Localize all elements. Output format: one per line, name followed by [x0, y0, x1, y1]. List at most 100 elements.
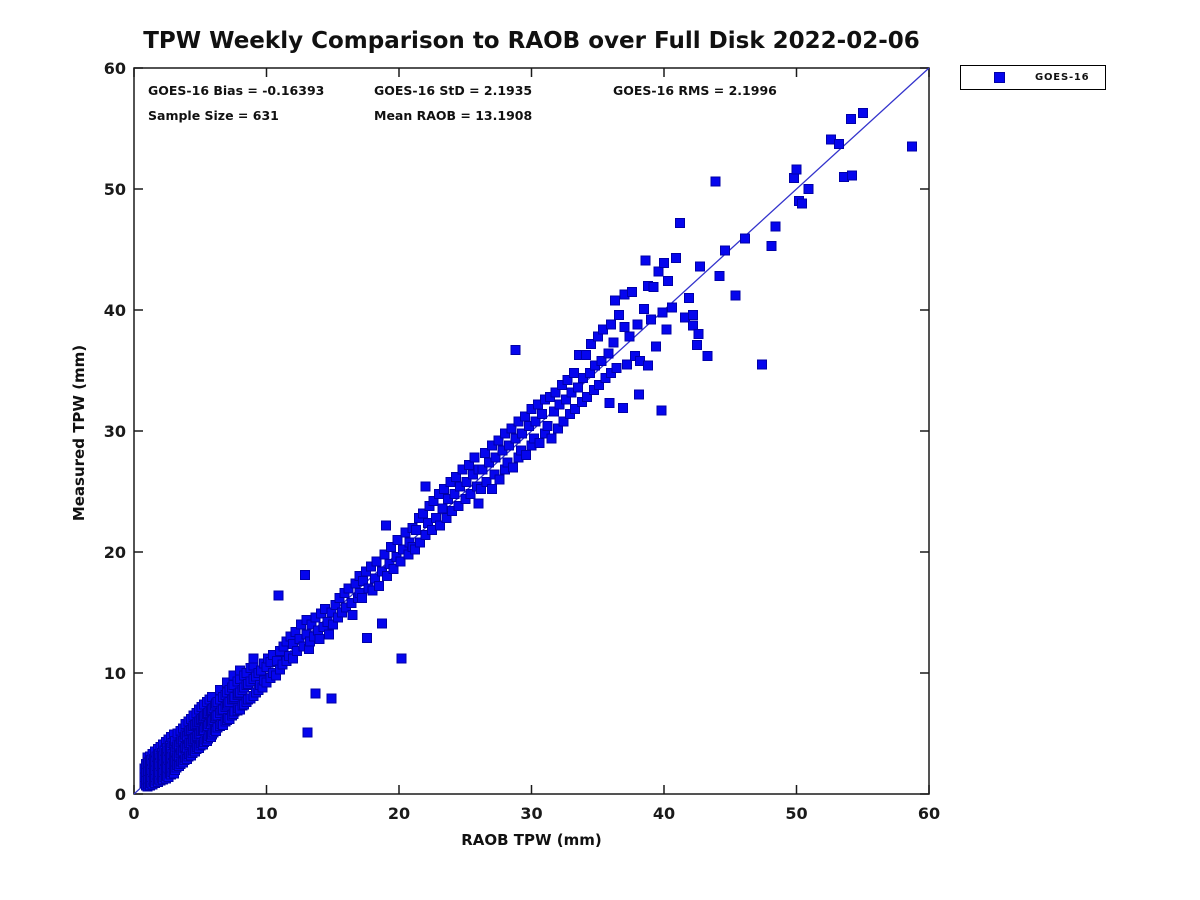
scatter-point	[796, 198, 807, 209]
scatter-point	[449, 488, 460, 499]
scatter-point	[503, 440, 514, 451]
scatter-point	[326, 693, 337, 704]
scatter-point	[645, 314, 656, 325]
scatter-point	[310, 688, 321, 699]
scatter-point	[653, 266, 664, 277]
y-axis-label: Measured TPW (mm)	[70, 344, 88, 522]
x-tick-label: 0	[128, 804, 139, 823]
scatter-point	[358, 576, 369, 587]
scatter-point	[411, 525, 422, 536]
scatter-point	[420, 481, 431, 492]
scatter-point	[661, 324, 672, 335]
stat-rms: GOES-16 RMS = 2.1996	[613, 83, 777, 98]
stat-sample-size: Sample Size = 631	[148, 108, 279, 123]
scatter-point	[560, 394, 571, 405]
scatter-point	[662, 275, 673, 286]
scatter-point	[692, 340, 703, 351]
scatter-point	[388, 563, 399, 574]
x-tick-label: 40	[653, 804, 675, 823]
scatter-point	[656, 405, 667, 416]
scatter-point	[396, 653, 407, 664]
legend-label: GOES-16	[1035, 72, 1090, 83]
scatter-point	[380, 520, 391, 531]
y-tick-label: 0	[115, 785, 126, 804]
scatter-point	[546, 433, 557, 444]
scatter-point	[356, 592, 367, 603]
x-tick-label: 20	[388, 804, 410, 823]
y-tick-label: 20	[104, 543, 126, 562]
scatter-point	[606, 319, 616, 330]
scatter-point	[670, 252, 681, 263]
y-tick-label: 10	[104, 664, 126, 683]
scatter-point	[617, 403, 628, 414]
scatter-point	[608, 337, 619, 348]
scatter-point	[550, 387, 561, 398]
scatter-point	[392, 534, 403, 545]
scatter-point	[480, 447, 491, 458]
legend-square-marker-icon	[994, 72, 1005, 83]
scatter-point	[688, 309, 699, 320]
scatter-point	[619, 321, 630, 332]
scatter-point	[374, 580, 385, 591]
stat-mean-raob: Mean RAOB = 13.1908	[374, 108, 533, 123]
scatter-point	[639, 303, 650, 314]
scatter-point	[632, 319, 643, 330]
scatter-point	[493, 435, 504, 446]
scatter-point	[376, 618, 387, 629]
scatter-point	[437, 503, 448, 514]
scatter-point	[684, 292, 695, 303]
scatter-point	[847, 170, 858, 181]
scatter-point	[757, 359, 768, 370]
scatter-point	[604, 398, 615, 409]
y-tick-label: 60	[104, 59, 126, 78]
scatter-point	[766, 240, 777, 251]
scatter-point	[624, 331, 635, 342]
scatter-point	[323, 629, 334, 640]
scatter-point	[417, 508, 428, 519]
scatter-point	[710, 176, 721, 187]
scatter-point	[570, 404, 581, 415]
scatter-point	[627, 286, 638, 297]
scatter-point	[490, 452, 501, 463]
scatter-point	[694, 261, 705, 272]
x-tick-label: 50	[785, 804, 807, 823]
scatter-point	[302, 727, 313, 738]
scatter-point	[469, 452, 480, 463]
scatter-point	[651, 341, 662, 352]
scatter-point	[633, 389, 644, 400]
scatter-point	[439, 484, 450, 495]
scatter-point	[465, 488, 476, 499]
scatter-point	[586, 338, 597, 349]
scatter-point	[347, 609, 358, 620]
scatter-point	[362, 632, 373, 643]
scatter-point	[568, 367, 579, 378]
scatter-point	[248, 653, 259, 664]
scatter-point	[613, 309, 624, 320]
scatter-point	[666, 302, 677, 313]
scatter-point	[519, 411, 530, 422]
scatter-point	[580, 349, 591, 360]
scatter-point	[273, 590, 284, 601]
scatter-point	[558, 416, 569, 427]
scatter-point	[510, 344, 521, 355]
scatter-point	[521, 450, 532, 461]
scatter-point	[739, 233, 750, 244]
scatter-point	[833, 139, 844, 150]
scatter-point	[714, 271, 725, 282]
scatter-point	[486, 484, 497, 495]
scatter-point	[693, 329, 704, 340]
scatter-point	[553, 423, 563, 434]
x-tick-label: 60	[918, 804, 940, 823]
y-tick-label: 40	[104, 301, 126, 320]
scatter-point	[537, 409, 548, 420]
scatter-point	[702, 350, 713, 361]
scatter-point	[688, 320, 699, 331]
x-tick-label: 10	[255, 804, 277, 823]
scatter-point	[803, 184, 814, 194]
scatter-point	[453, 501, 464, 512]
scatter-point	[906, 141, 917, 152]
scatter-point	[621, 359, 632, 370]
scatter-point	[386, 542, 397, 553]
scatter-point	[582, 392, 593, 403]
